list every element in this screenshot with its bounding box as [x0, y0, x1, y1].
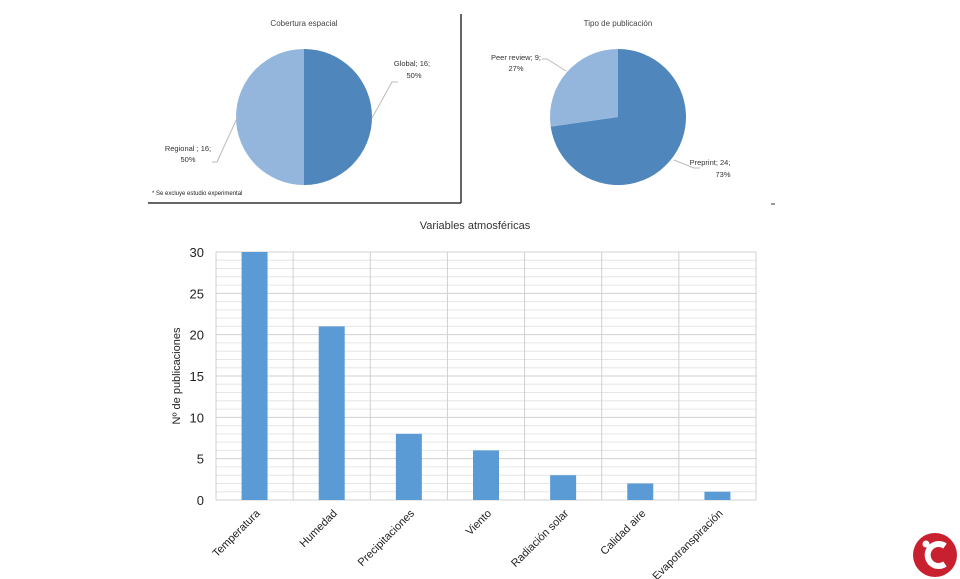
pie2-data-label: 73% — [715, 170, 730, 179]
pie2-slice-preprint — [550, 49, 686, 185]
y-tick-label: 0 — [197, 493, 204, 508]
pie1-data-label: Regional ; 16; — [165, 144, 211, 153]
pie1-leader-regional — [212, 115, 239, 163]
pie2-slice-peer-review — [550, 49, 618, 127]
pie1-title: Cobertura espacial — [270, 19, 337, 28]
y-tick-label: 15 — [190, 369, 204, 384]
bar-temperatura — [241, 252, 268, 500]
x-tick-label: Humedad — [298, 508, 340, 550]
x-tick-label: Temperatura — [211, 507, 264, 560]
logo — [913, 533, 957, 577]
y-tick-label: 30 — [190, 245, 204, 260]
pie2-title: Tipo de publicación — [584, 19, 653, 28]
x-tick-label: Evapotranspiración — [650, 508, 725, 579]
pie1-leader-global — [371, 81, 398, 119]
bar-calidad-aire — [627, 483, 654, 500]
bar-evapotranspiración — [704, 491, 731, 500]
pie2-leader-peer — [542, 58, 567, 72]
pie1-slice-regional — [236, 49, 304, 185]
pie2-leader-preprint — [673, 159, 700, 169]
y-tick-label: 25 — [190, 286, 204, 301]
y-tick-label: 10 — [190, 410, 204, 425]
y-tick-label: 20 — [190, 328, 204, 343]
pie1-data-label: 50% — [406, 71, 421, 80]
bar-radiación-solar — [550, 475, 577, 500]
pie2-data-label: Preprint; 24; — [690, 158, 731, 167]
y-tick-label: 5 — [197, 452, 204, 467]
pie2-data-label: Peer review; 9; — [491, 53, 541, 62]
bar-humedad — [318, 326, 345, 500]
x-tick-label: Viento — [464, 508, 494, 538]
x-tick-label: Calidad aire — [598, 508, 648, 558]
x-tick-label: Radiación solar — [509, 507, 571, 569]
pie1-slice-global — [304, 49, 372, 185]
bar-ylabel: Nº de publicaciones — [171, 327, 183, 424]
pie1-data-label: Global; 16; — [394, 59, 430, 68]
pie1-note: * Se excluye estudio experimental — [152, 191, 242, 197]
bar-precipitaciones — [395, 433, 422, 500]
pie2-data-label: 27% — [508, 64, 523, 73]
bar-title: Variables atmosféricas — [420, 220, 531, 232]
pie1-data-label: 50% — [180, 155, 195, 164]
x-tick-label: Precipitaciones — [356, 507, 418, 569]
bar-viento — [473, 450, 499, 500]
